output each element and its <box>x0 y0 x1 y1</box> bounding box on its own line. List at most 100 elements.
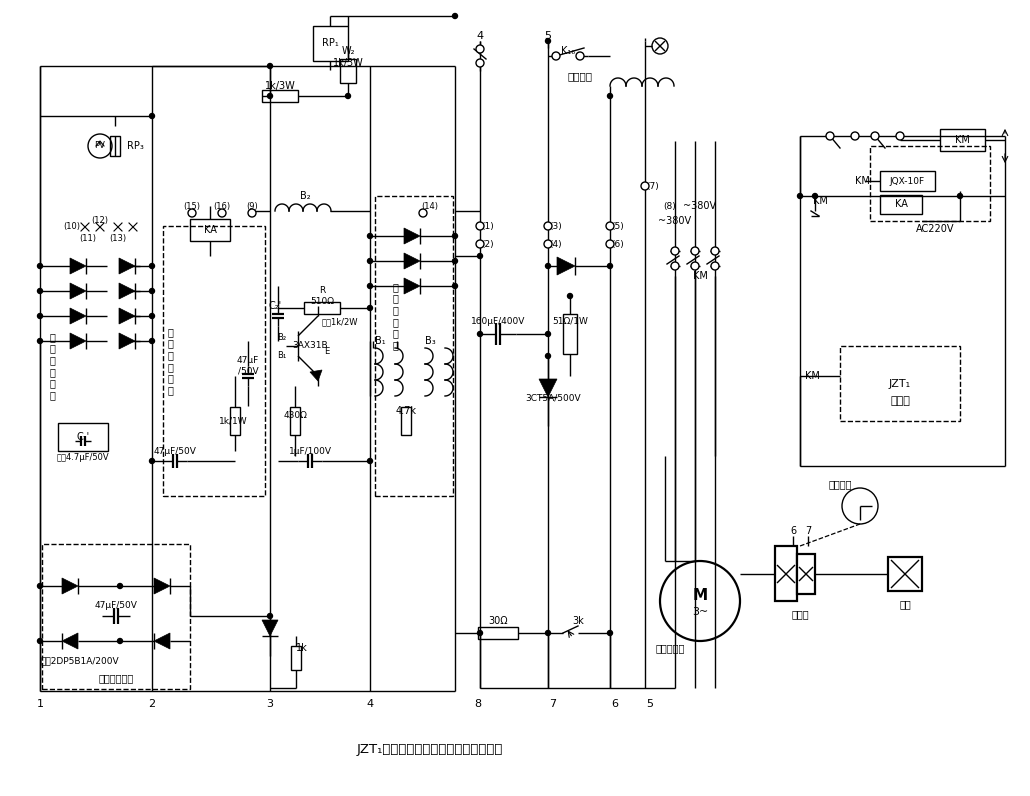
Text: ~380V: ~380V <box>658 216 691 226</box>
Polygon shape <box>404 228 420 244</box>
Text: (1): (1) <box>482 221 494 231</box>
Bar <box>190 219 230 241</box>
Text: JZT₁型滑差电动机控制电路的改进电路: JZT₁型滑差电动机控制电路的改进电路 <box>356 743 504 756</box>
Circle shape <box>641 182 649 190</box>
Text: ~380V: ~380V <box>684 201 717 211</box>
Polygon shape <box>70 283 85 299</box>
Polygon shape <box>119 333 135 349</box>
Text: 1k/3W: 1k/3W <box>333 58 364 68</box>
Circle shape <box>958 193 962 198</box>
Bar <box>880 195 922 214</box>
Text: 给定电压环节: 给定电压环节 <box>99 673 134 683</box>
Text: 4.7k: 4.7k <box>396 406 416 416</box>
Bar <box>888 557 922 591</box>
Circle shape <box>368 259 373 263</box>
Circle shape <box>851 132 859 140</box>
Circle shape <box>452 283 457 288</box>
Polygon shape <box>119 283 135 299</box>
Text: (5): (5) <box>612 221 624 231</box>
Text: B₂: B₂ <box>300 191 310 201</box>
Text: 3CT5A/500V: 3CT5A/500V <box>525 393 581 403</box>
Circle shape <box>117 583 123 588</box>
Circle shape <box>711 262 719 270</box>
Text: 30Ω: 30Ω <box>488 616 508 626</box>
Circle shape <box>345 93 350 99</box>
Circle shape <box>452 14 457 18</box>
Circle shape <box>268 93 273 99</box>
Circle shape <box>797 193 802 198</box>
Text: 1k: 1k <box>296 643 308 653</box>
Circle shape <box>149 458 154 463</box>
Circle shape <box>478 253 482 259</box>
Circle shape <box>544 222 552 230</box>
Polygon shape <box>262 620 278 636</box>
Circle shape <box>368 458 373 463</box>
Circle shape <box>544 240 552 248</box>
Text: 励磁线圈: 励磁线圈 <box>568 71 592 81</box>
Text: 3~: 3~ <box>692 607 709 617</box>
Circle shape <box>546 263 550 268</box>
Bar <box>304 302 340 314</box>
Text: (14): (14) <box>421 201 439 210</box>
Polygon shape <box>119 308 135 324</box>
Text: B₁: B₁ <box>375 336 385 346</box>
Text: 51Ω/1W: 51Ω/1W <box>552 317 588 326</box>
Text: 47μF/50V: 47μF/50V <box>153 447 197 455</box>
Text: JQX-10F: JQX-10F <box>890 177 925 185</box>
Text: 改为1k/2W: 改为1k/2W <box>321 318 358 326</box>
Text: (16): (16) <box>213 201 231 210</box>
Text: 5: 5 <box>647 699 653 709</box>
Polygon shape <box>119 258 135 274</box>
Text: W₂: W₂ <box>341 46 354 56</box>
Circle shape <box>476 240 484 248</box>
Text: (13): (13) <box>109 233 127 243</box>
Text: 1: 1 <box>36 699 43 709</box>
Circle shape <box>652 38 668 54</box>
Circle shape <box>552 52 560 60</box>
Text: 改为4.7μF/50V: 改为4.7μF/50V <box>57 454 109 462</box>
Polygon shape <box>154 578 170 594</box>
Circle shape <box>188 209 196 217</box>
Text: (2): (2) <box>482 240 494 248</box>
Bar <box>375 196 453 496</box>
Circle shape <box>546 353 550 358</box>
Circle shape <box>476 45 484 53</box>
Text: (11): (11) <box>79 233 97 243</box>
Polygon shape <box>404 278 420 294</box>
Text: 47μF/50V: 47μF/50V <box>95 602 137 611</box>
Circle shape <box>368 233 373 239</box>
Bar <box>58 423 108 451</box>
Circle shape <box>896 132 904 140</box>
Polygon shape <box>154 633 170 649</box>
Circle shape <box>660 561 740 641</box>
Circle shape <box>871 132 879 140</box>
Text: (7): (7) <box>647 181 659 190</box>
Circle shape <box>149 114 154 119</box>
Text: 离合器: 离合器 <box>791 609 809 619</box>
Text: AC220V: AC220V <box>916 224 954 234</box>
Text: 430Ω: 430Ω <box>283 412 307 420</box>
Text: 3AX31B: 3AX31B <box>293 341 328 350</box>
Circle shape <box>149 314 154 318</box>
Circle shape <box>368 283 373 288</box>
Text: 移
相
触
发
环
节: 移 相 触 发 环 节 <box>392 282 398 350</box>
Text: 8: 8 <box>475 699 482 709</box>
Text: 47μF
/50V: 47μF /50V <box>237 357 260 376</box>
Bar <box>870 146 990 221</box>
Bar <box>262 90 298 102</box>
Bar <box>775 546 797 601</box>
Text: KM: KM <box>813 196 827 206</box>
Circle shape <box>826 132 834 140</box>
Text: 2: 2 <box>148 699 156 709</box>
Circle shape <box>576 52 584 60</box>
Text: B₁: B₁ <box>277 352 286 361</box>
Text: C₂': C₂' <box>269 301 282 311</box>
Circle shape <box>452 259 457 263</box>
Circle shape <box>608 93 613 99</box>
Text: 1k/1W: 1k/1W <box>219 416 248 426</box>
Bar <box>163 226 265 496</box>
Polygon shape <box>70 258 85 274</box>
Polygon shape <box>310 370 322 381</box>
Circle shape <box>711 247 719 255</box>
Circle shape <box>691 247 699 255</box>
